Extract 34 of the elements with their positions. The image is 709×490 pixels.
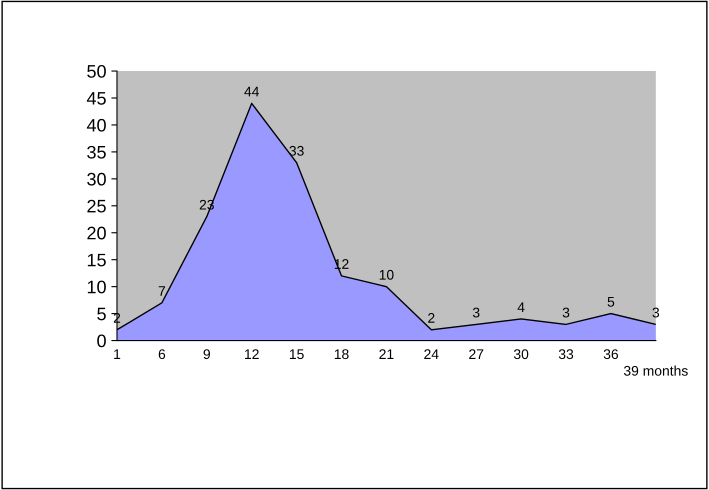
y-tick-label: 40 <box>86 118 106 132</box>
data-label: 10 <box>380 270 394 280</box>
data-label: 33 <box>289 146 304 156</box>
data-label: 3 <box>562 308 570 318</box>
data-label: 3 <box>652 308 660 318</box>
x-tick-label: 39 months <box>624 366 688 376</box>
y-tick-label: 15 <box>88 254 106 266</box>
y-tick-label: 45 <box>86 92 106 105</box>
x-tick-label: 12 <box>245 349 259 359</box>
x-tick-label: 27 <box>469 349 484 359</box>
x-tick-label: 33 <box>558 349 574 360</box>
y-tick-label: 20 <box>87 226 106 240</box>
data-label: 2 <box>428 313 434 323</box>
y-tick-label: 10 <box>88 280 106 294</box>
y-tick-label: 0 <box>97 334 106 348</box>
x-tick-label: 9 <box>204 349 210 360</box>
data-label: 4 <box>518 302 525 312</box>
data-label: 5 <box>608 296 614 307</box>
data-label: 3 <box>472 308 480 318</box>
x-tick-label: 15 <box>290 349 304 360</box>
x-tick-label: 30 <box>514 349 528 360</box>
data-label: 44 <box>244 86 260 96</box>
data-label: 7 <box>158 286 166 296</box>
x-tick-label: 6 <box>158 349 166 360</box>
x-tick-label: 18 <box>334 349 349 360</box>
x-tick-label: 24 <box>424 349 439 359</box>
x-tick-label: 1 <box>114 349 120 359</box>
y-tick-label: 5 <box>97 308 106 320</box>
y-tick-label: 30 <box>87 172 106 186</box>
y-tick-label: 25 <box>87 200 106 213</box>
y-tick-label: 50 <box>87 64 106 78</box>
y-tick-label: 35 <box>87 146 106 159</box>
x-tick-label: 21 <box>379 349 394 359</box>
x-tick-label: 36 <box>604 349 618 360</box>
